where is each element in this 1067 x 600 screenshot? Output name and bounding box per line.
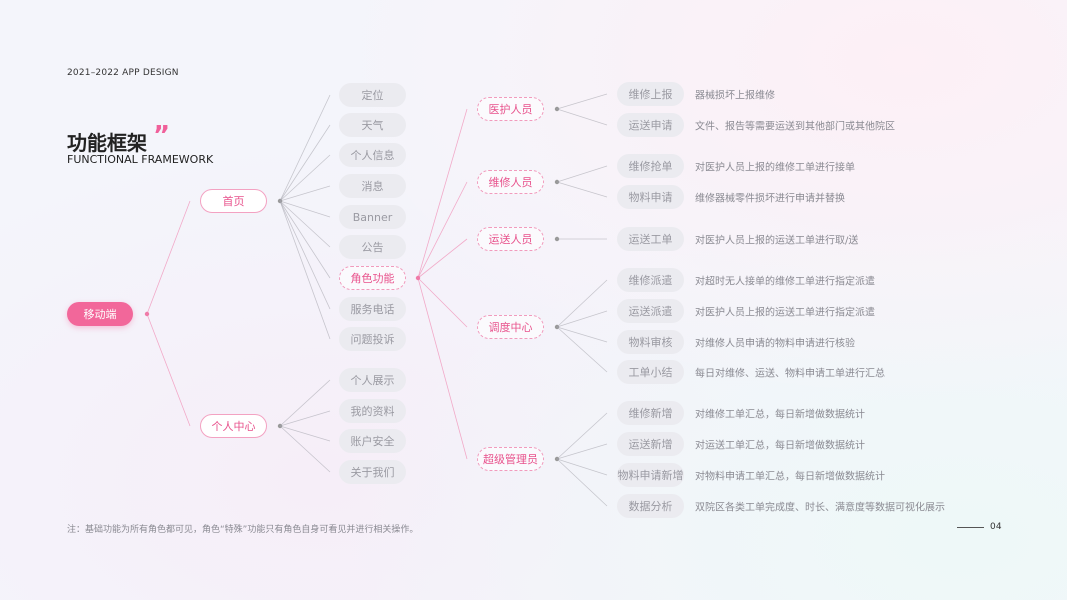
role-item-description: 对物料申请工单汇总，每日新增做数据统计 [695, 471, 885, 483]
root-node[interactable]: 移动端 [67, 302, 133, 326]
role-node[interactable]: 运送人员 [477, 227, 544, 251]
item-connector [556, 443, 608, 460]
role-item-node[interactable]: 工单小结 [617, 360, 684, 384]
branch-connector [279, 379, 331, 427]
role-connector [417, 277, 468, 460]
branch-node[interactable]: 个人中心 [200, 414, 267, 438]
feature-node[interactable]: 我的资料 [339, 399, 406, 423]
page-subtitle: FUNCTIONAL FRAMEWORK [67, 153, 214, 166]
role-item-description: 对医护人员上报的运送工单进行取/送 [695, 235, 859, 247]
item-connector [556, 181, 608, 198]
branch-connector [279, 94, 331, 202]
feature-node[interactable]: 天气 [339, 113, 406, 137]
role-item-description: 器械损坏上报维修 [695, 90, 775, 102]
item-connector [556, 412, 608, 460]
role-item-description: 维修器械零件损坏进行申请并替换 [695, 193, 845, 205]
role-item-node[interactable]: 运送派遣 [617, 299, 684, 323]
branch-connector [279, 425, 331, 473]
item-connector [556, 458, 608, 476]
branch-node[interactable]: 首页 [200, 189, 267, 213]
branch-connector [279, 200, 331, 310]
role-item-node[interactable]: 运送工单 [617, 227, 684, 251]
role-item-description: 对运送工单汇总，每日新增做数据统计 [695, 440, 865, 452]
feature-node[interactable]: 个人信息 [339, 143, 406, 167]
role-node[interactable]: 医护人员 [477, 97, 544, 121]
branch-connector [279, 410, 331, 427]
feature-node[interactable]: 个人展示 [339, 368, 406, 392]
root-connector [146, 313, 191, 427]
branch-connector [279, 185, 331, 202]
role-item-description: 双院区各类工单完成度、时长、满意度等数据可视化展示 [695, 502, 945, 514]
role-item-node[interactable]: 维修派遣 [617, 268, 684, 292]
role-item-description: 对医护人员上报的维修工单进行接单 [695, 162, 855, 174]
role-item-node[interactable]: 物料申请新增 [617, 463, 684, 487]
item-connector [556, 279, 608, 328]
branch-connector [279, 200, 331, 248]
role-item-description: 对超时无人接单的维修工单进行指定派遣 [695, 276, 875, 288]
role-item-node[interactable]: 维修上报 [617, 82, 684, 106]
feature-node[interactable]: 问题投诉 [339, 327, 406, 351]
item-connector [556, 458, 608, 507]
role-item-description: 文件、报告等需要运送到其他部门或其他院区 [695, 121, 895, 133]
feature-node[interactable]: 公告 [339, 235, 406, 259]
item-connector [556, 310, 608, 328]
role-node[interactable]: 维修人员 [477, 170, 544, 194]
role-item-node[interactable]: 运送申请 [617, 113, 684, 137]
feature-node[interactable]: 服务电话 [339, 297, 406, 321]
feature-node[interactable]: 关于我们 [339, 460, 406, 484]
role-item-description: 对医护人员上报的运送工单进行指定派遣 [695, 307, 875, 319]
item-connector [556, 165, 608, 183]
role-item-node[interactable]: 物料审核 [617, 330, 684, 354]
role-item-node[interactable]: 维修抢单 [617, 154, 684, 178]
branch-connector [279, 200, 331, 218]
page-divider [957, 527, 984, 528]
branch-connector [279, 200, 331, 279]
feature-node[interactable]: Banner [339, 205, 406, 229]
role-connector [417, 277, 468, 328]
role-item-node[interactable]: 运送新增 [617, 432, 684, 456]
feature-node[interactable]: 账户安全 [339, 429, 406, 453]
item-connector [556, 326, 608, 343]
role-item-description: 每日对维修、运送、物料申请工单进行汇总 [695, 368, 885, 380]
role-connector [417, 238, 468, 279]
role-item-description: 对维修工单汇总，每日新增做数据统计 [695, 409, 865, 421]
footnote: 注：基础功能为所有角色都可见，角色“特殊”功能只有角色自身可看见并进行相关操作。 [67, 525, 419, 535]
role-item-node[interactable]: 数据分析 [617, 494, 684, 518]
role-item-node[interactable]: 物料申请 [617, 185, 684, 209]
item-connector [556, 93, 608, 110]
year-label: 2021–2022 APP DESIGN [67, 68, 179, 78]
role-connector [417, 181, 468, 279]
branch-connector [279, 154, 331, 202]
item-connector [556, 326, 608, 373]
role-function-node[interactable]: 角色功能 [339, 266, 406, 290]
feature-node[interactable]: 消息 [339, 174, 406, 198]
role-item-description: 对维修人员申请的物料申请进行核验 [695, 338, 855, 350]
role-item-node[interactable]: 维修新增 [617, 401, 684, 425]
branch-connector [279, 425, 331, 442]
page-title: 功能框架 [67, 131, 147, 155]
item-connector [556, 108, 608, 126]
quote-mark-icon: ” [153, 121, 171, 151]
page-number: 04 [990, 522, 1002, 532]
feature-node[interactable]: 定位 [339, 83, 406, 107]
role-node[interactable]: 超级管理员 [477, 447, 544, 471]
root-connector [146, 200, 191, 315]
branch-connector [279, 124, 331, 202]
branch-connector [279, 200, 331, 340]
role-connector [417, 108, 468, 279]
role-node[interactable]: 调度中心 [477, 315, 544, 339]
